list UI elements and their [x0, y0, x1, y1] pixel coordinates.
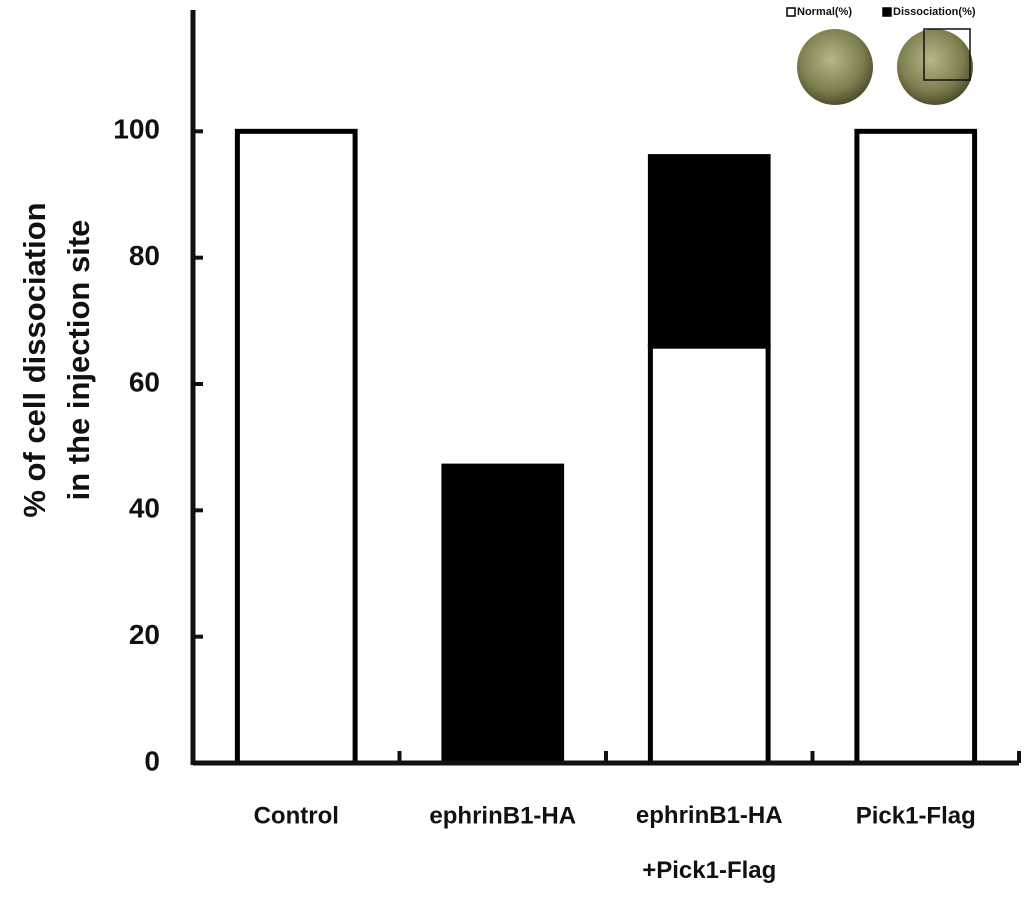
- y-tick-label: 20: [129, 619, 160, 650]
- bar-segment: [234, 128, 358, 766]
- bar-segment: [647, 343, 771, 766]
- x-tick-label: Control: [254, 802, 339, 829]
- bar-segment: [854, 128, 978, 766]
- legend-label: Normal(%): [797, 6, 852, 18]
- bar-segment: [441, 463, 565, 766]
- legend-swatch: [786, 7, 796, 17]
- legend-label: Dissociation(%): [893, 6, 976, 18]
- y-tick-label: 80: [129, 240, 160, 271]
- x-tick-label: ephrinB1-HA +Pick1-Flag: [636, 802, 783, 884]
- y-tick-label: 100: [113, 114, 160, 145]
- x-tick-label: Pick1-Flag: [856, 802, 976, 829]
- embryo-image: [897, 29, 973, 105]
- y-tick-label: 60: [129, 366, 160, 397]
- x-tick-label: ephrinB1-HA: [429, 802, 576, 829]
- y-tick-label: 0: [144, 745, 160, 776]
- legend-swatch: [882, 7, 892, 17]
- embryo-image: [797, 29, 873, 105]
- y-tick-label: 40: [129, 493, 160, 524]
- region-box: [923, 28, 971, 81]
- bar-segment: [647, 154, 771, 349]
- y-axis-label: % of cell dissociation in the injection s…: [17, 202, 96, 517]
